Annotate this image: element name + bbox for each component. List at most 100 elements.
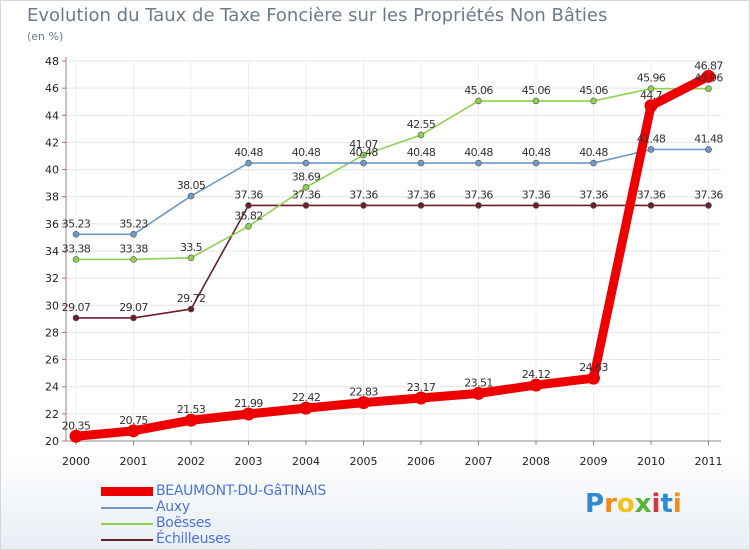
data-point [72, 231, 80, 238]
data-label: 37.36 [579, 188, 608, 201]
data-point [705, 202, 712, 209]
data-point [130, 314, 137, 322]
data-point [187, 305, 195, 313]
data-point [647, 146, 655, 153]
data-point [532, 159, 540, 167]
legend-swatch [101, 523, 153, 525]
y-tick-label: 28 [45, 326, 59, 339]
y-tick-label: 42 [45, 136, 59, 149]
data-label: 37.36 [694, 188, 723, 201]
data-label: 23.17 [407, 381, 436, 394]
data-label: 42.55 [407, 118, 436, 131]
data-point [590, 97, 597, 105]
data-label: 35.82 [234, 209, 263, 222]
legend-label: Échilleuses [156, 531, 231, 547]
data-label: 37.36 [292, 188, 321, 201]
x-tick-label: 2004 [292, 455, 320, 468]
data-label: 45.96 [637, 72, 666, 85]
data-point [475, 159, 482, 167]
data-point [532, 97, 540, 105]
data-label: 40.48 [579, 146, 608, 159]
data-label: 33.38 [119, 242, 148, 255]
data-point [532, 202, 540, 209]
data-label: 45.06 [579, 84, 608, 97]
logo-letter: r [604, 489, 617, 519]
data-label: 29.07 [62, 301, 91, 314]
data-point [705, 146, 712, 153]
series-line [75, 148, 710, 236]
data-label: 22.42 [292, 391, 321, 404]
logo-letter: t [660, 489, 673, 519]
data-label: 20.75 [119, 414, 148, 427]
data-point [184, 413, 198, 427]
data-point [529, 378, 543, 392]
data-label: 21.99 [234, 397, 263, 410]
data-point [360, 202, 367, 209]
x-tick-label: 2007 [465, 455, 493, 468]
data-point [299, 401, 313, 415]
data-label: 24.63 [579, 361, 608, 374]
y-tick-label: 48 [45, 55, 59, 68]
data-point [475, 97, 482, 105]
data-label: 24.12 [522, 368, 551, 381]
legend-swatch [101, 539, 153, 541]
x-tick-label: 2008 [522, 455, 550, 468]
data-point [644, 99, 658, 113]
data-label: 37.36 [522, 188, 551, 201]
data-point [72, 314, 80, 322]
data-point [702, 69, 715, 83]
data-label: 35.23 [119, 217, 148, 230]
data-point [187, 254, 195, 262]
data-point [357, 396, 370, 410]
data-point [72, 256, 80, 263]
data-label: 40.48 [522, 146, 551, 159]
series-line [75, 87, 710, 261]
y-tick-label: 22 [45, 408, 59, 421]
data-label: 45.96 [694, 72, 723, 85]
data-label: 37.36 [407, 188, 436, 201]
x-tick-label: 2000 [62, 455, 90, 468]
data-point [69, 429, 83, 443]
y-tick-label: 34 [45, 245, 59, 258]
x-tick-label: 2002 [177, 455, 205, 468]
data-label: 20.35 [62, 419, 91, 432]
y-tick-label: 44 [45, 109, 59, 122]
x-tick-label: 2009 [580, 455, 608, 468]
logo-letter: x [634, 489, 652, 519]
data-label: 41.48 [694, 132, 723, 145]
y-tick-label: 20 [45, 435, 59, 448]
y-tick-label: 40 [45, 164, 59, 177]
legend-swatch [101, 507, 153, 509]
data-point [590, 159, 597, 167]
data-point [590, 202, 597, 209]
data-label: 37.36 [234, 188, 263, 201]
y-tick-label: 32 [45, 272, 59, 285]
legend-swatch [101, 487, 153, 496]
data-label: 37.36 [349, 188, 378, 201]
y-tick-label: 36 [45, 218, 59, 231]
data-point [414, 391, 428, 405]
data-label: 45.06 [522, 84, 551, 97]
x-tick-label: 2001 [120, 455, 148, 468]
data-label: 38.69 [292, 170, 321, 183]
data-label: 23.51 [464, 376, 493, 389]
series-line [75, 204, 710, 319]
data-point [245, 202, 252, 209]
logo-letter: i [672, 489, 682, 519]
data-point [360, 159, 367, 167]
data-point [302, 202, 310, 209]
data-point [417, 131, 425, 139]
legend-label: Boësses [156, 515, 212, 531]
legend-label: Auxy [156, 499, 190, 515]
data-point [587, 371, 600, 385]
data-point [475, 202, 482, 209]
data-label: 37.36 [464, 188, 493, 201]
data-point [130, 256, 137, 263]
data-label: 45.06 [464, 84, 493, 97]
x-tick-label: 2003 [235, 455, 263, 468]
x-tick-label: 2010 [637, 455, 665, 468]
data-label: 40.48 [234, 146, 263, 159]
logo-letter: o [616, 489, 635, 519]
